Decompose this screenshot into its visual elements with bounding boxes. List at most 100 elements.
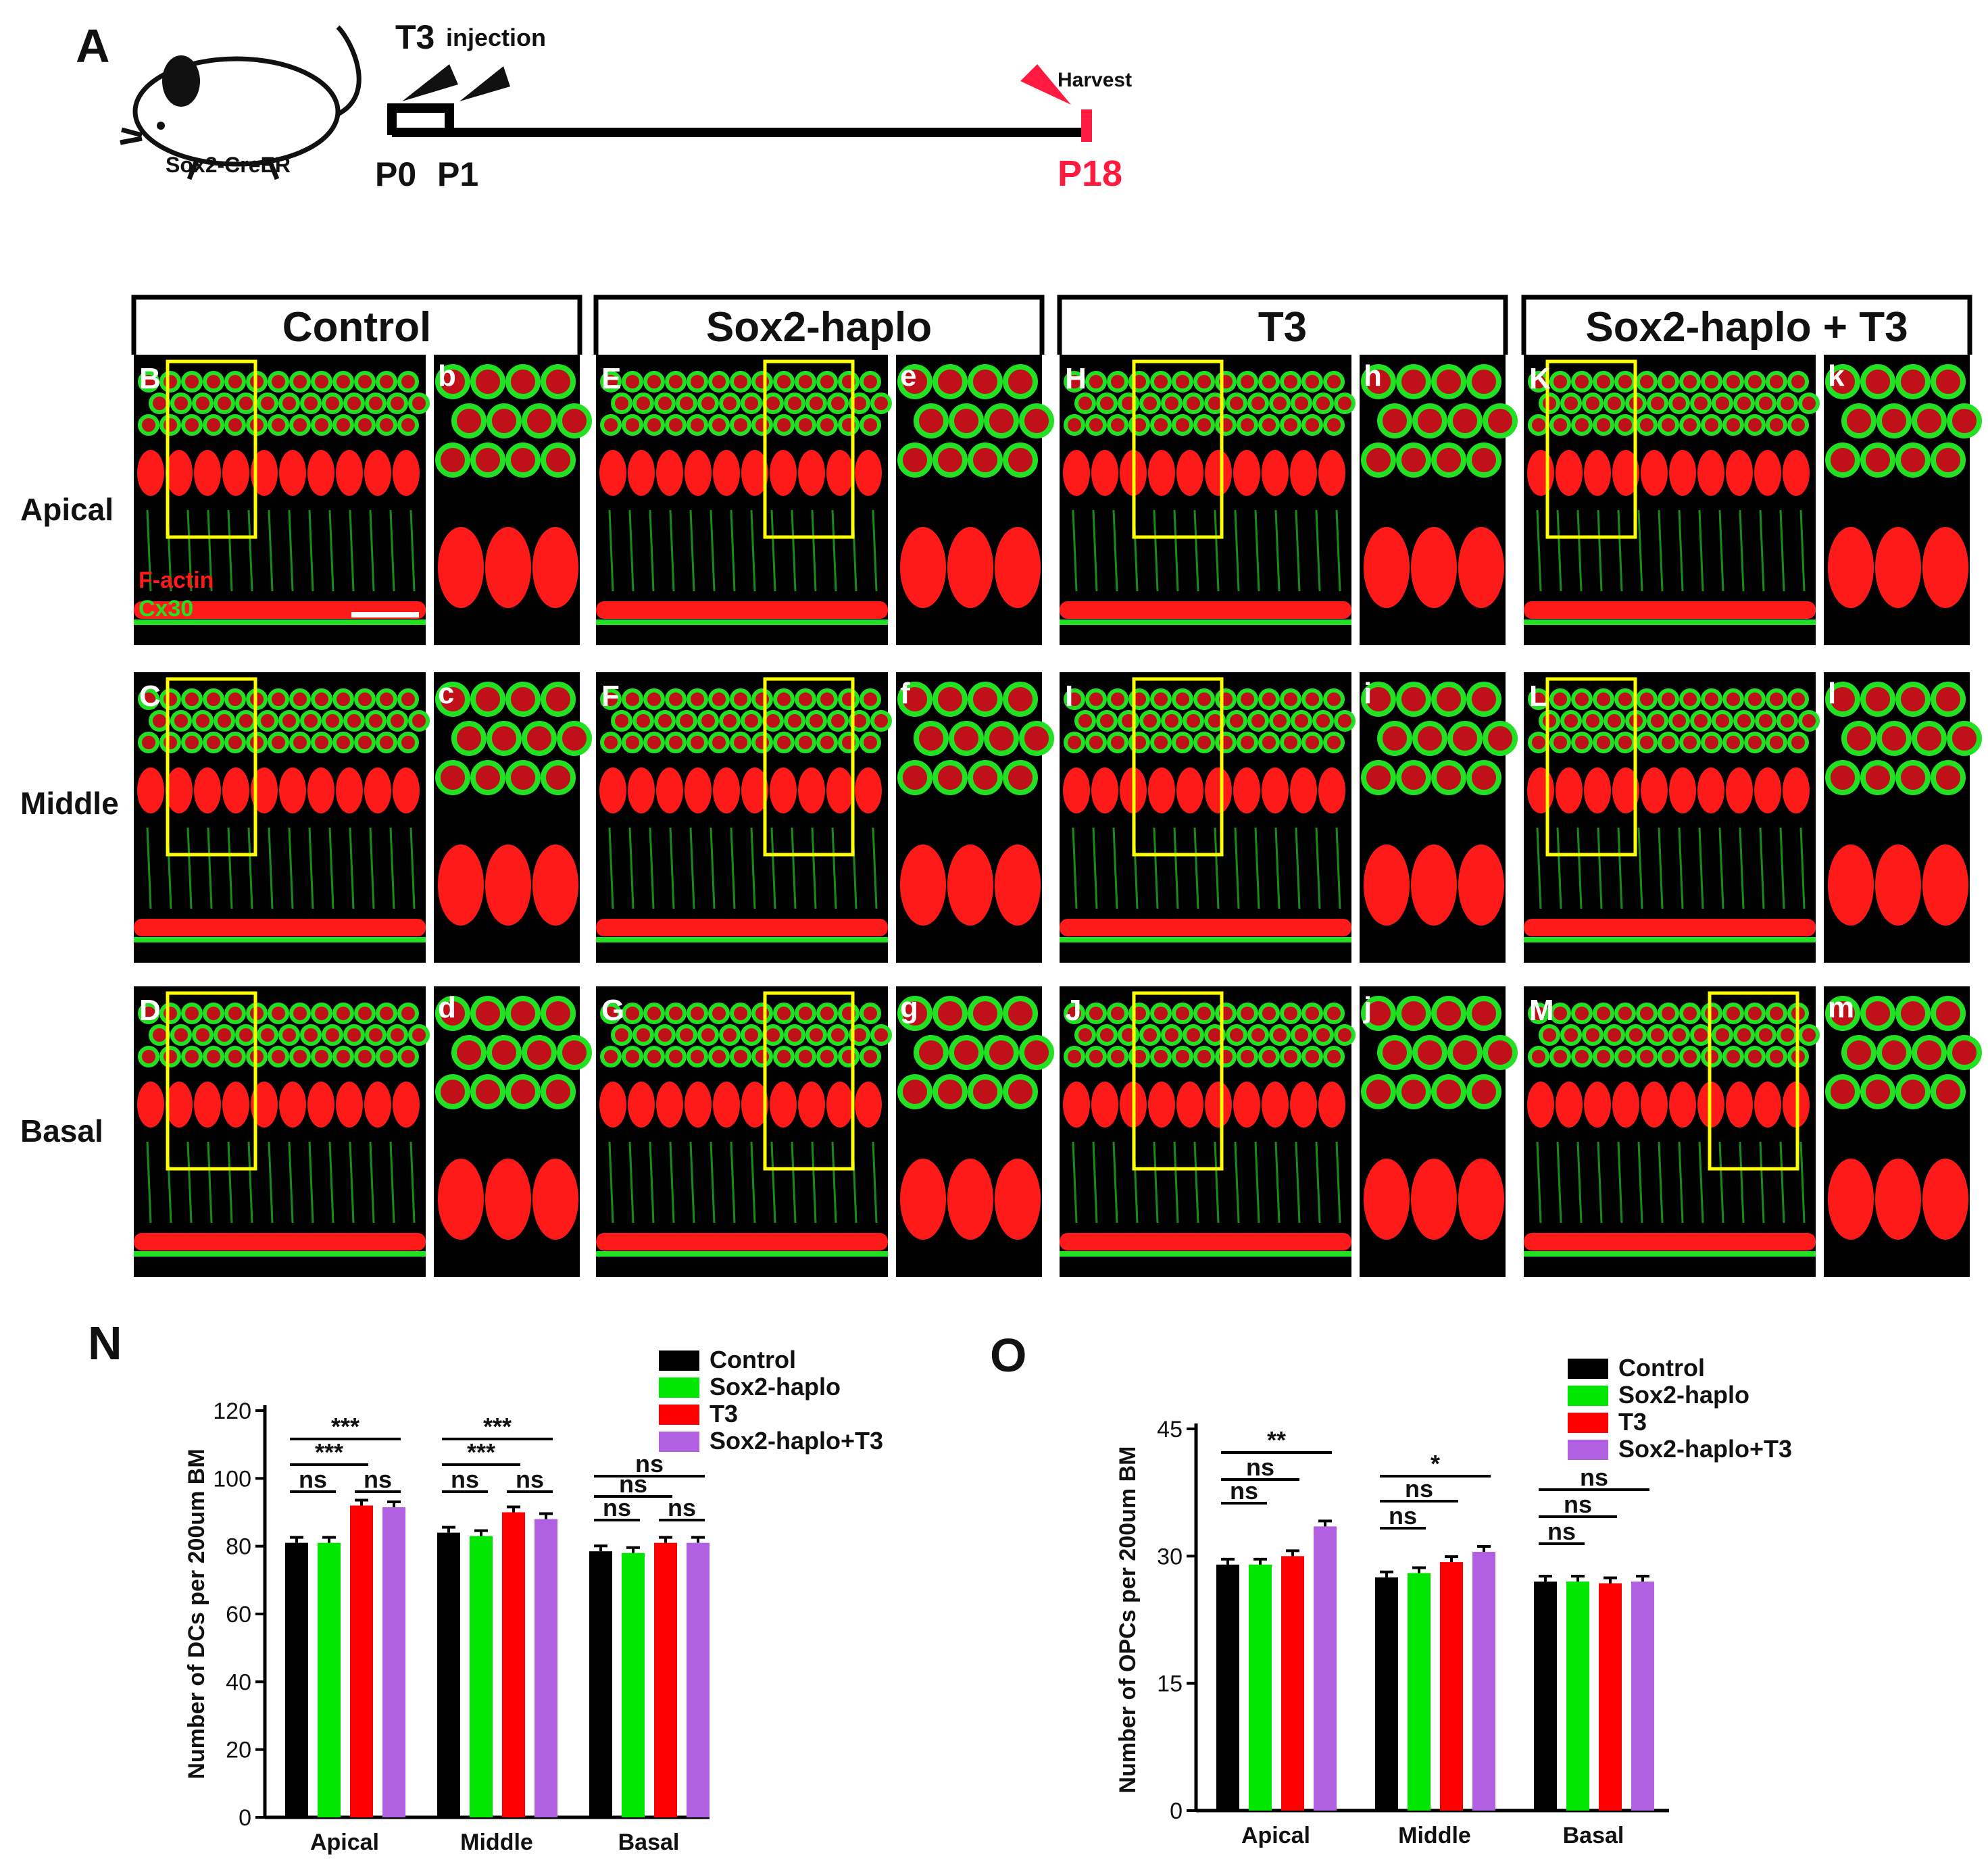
pillar-fiber: [247, 827, 253, 909]
support-cell: [622, 1003, 643, 1024]
support-cell: [632, 1024, 654, 1046]
group-title: Control: [282, 304, 431, 351]
support-cell: [1280, 414, 1301, 436]
support-cell: [1668, 1024, 1690, 1046]
support-cell: [1658, 1046, 1679, 1067]
support-cell: [1301, 1003, 1323, 1024]
support-cell: [1172, 414, 1193, 436]
panel-n-label: N: [88, 1317, 122, 1369]
support-cell: [224, 371, 246, 393]
y-tick-label: 120: [213, 1398, 251, 1424]
pillar-fiber: [1718, 827, 1724, 909]
panel-letter: L: [1529, 680, 1547, 713]
significance-label: *: [1431, 1450, 1440, 1478]
support-cell: [1323, 1003, 1345, 1024]
hair-cell: [1091, 450, 1118, 496]
support-cell: [1204, 1024, 1226, 1046]
support-cell: [1085, 1003, 1107, 1024]
hair-cell-zoom: [485, 844, 531, 926]
support-cell-zoom: [1825, 364, 1860, 399]
support-cell: [1085, 732, 1107, 753]
pillar-fiber: [628, 509, 635, 592]
pillar-fiber: [1637, 827, 1643, 909]
support-cell: [1549, 732, 1571, 753]
support-cell-zoom: [1466, 443, 1501, 478]
pillar-fiber: [409, 827, 416, 909]
support-cell-zoom: [1877, 1035, 1912, 1070]
panel-letter: M: [1529, 994, 1554, 1027]
hair-cell: [1205, 767, 1232, 813]
support-cell: [203, 732, 224, 753]
pillar-fiber: [369, 827, 375, 909]
support-cell: [1064, 371, 1085, 393]
y-tick-label: 100: [213, 1466, 251, 1492]
support-cell: [849, 393, 870, 414]
support-cell: [322, 1024, 343, 1046]
support-cell: [1204, 393, 1226, 414]
day-p1: P1: [437, 155, 478, 193]
support-cell: [1215, 1003, 1237, 1024]
support-cell: [387, 393, 408, 414]
support-cell: [632, 710, 654, 732]
support-cell-zoom: [1947, 721, 1982, 756]
support-cell: [376, 1046, 397, 1067]
hair-cell-zoom: [947, 527, 993, 608]
support-cell: [397, 688, 419, 710]
support-cell: [138, 1003, 159, 1024]
pillar-fiber: [207, 509, 213, 592]
micrograph-G: G: [596, 986, 892, 1277]
pillar-fiber: [308, 509, 314, 592]
hair-cell: [713, 1082, 740, 1128]
inset-g: g: [896, 986, 1054, 1277]
pillar-fiber: [628, 827, 635, 909]
support-cell: [1280, 688, 1301, 710]
pillar-fiber: [872, 827, 878, 909]
hair-cell: [1669, 767, 1696, 813]
support-cell: [138, 414, 159, 436]
pillar-fiber: [308, 827, 314, 909]
support-cell: [1679, 1046, 1701, 1067]
support-cell: [1193, 688, 1215, 710]
support-cell-zoom: [557, 721, 592, 756]
support-cell: [1604, 393, 1625, 414]
hair-cell: [1148, 1082, 1175, 1128]
hair-cell: [194, 450, 221, 496]
support-cell-zoom: [914, 721, 949, 756]
support-cell-zoom: [451, 403, 487, 438]
hair-cell: [1318, 767, 1345, 813]
panel-letter: F: [601, 680, 620, 713]
bar: [318, 1542, 341, 1817]
bar: [1534, 1582, 1557, 1811]
support-cell: [1193, 1003, 1215, 1024]
support-cell: [1107, 414, 1128, 436]
support-cell-zoom: [435, 760, 470, 795]
support-cell: [1301, 414, 1323, 436]
zoom-box: [166, 359, 257, 539]
support-cell-zoom: [451, 721, 487, 756]
pillar-fiber: [791, 509, 797, 592]
support-cell: [311, 1046, 332, 1067]
pillar-fiber: [730, 509, 736, 592]
support-cell: [1701, 688, 1722, 710]
support-cell: [192, 1024, 214, 1046]
support-cell: [708, 732, 730, 753]
support-cell: [1636, 414, 1658, 436]
support-cell: [214, 710, 235, 732]
support-cell-zoom: [505, 443, 541, 478]
pillar-fiber: [1799, 1141, 1806, 1223]
hair-cell: [1612, 450, 1639, 496]
support-cell: [622, 688, 643, 710]
support-cell: [224, 688, 246, 710]
bar: [1631, 1582, 1654, 1811]
hair-cell: [251, 450, 278, 496]
support-cell: [397, 1046, 419, 1067]
support-cell: [1172, 1046, 1193, 1067]
hair-cell: [1527, 1082, 1554, 1128]
bar: [350, 1505, 373, 1817]
hair-cell: [599, 1082, 626, 1128]
support-cell: [1787, 732, 1809, 753]
support-cell: [1701, 414, 1722, 436]
support-cell: [1334, 710, 1356, 732]
support-cell: [376, 732, 397, 753]
support-cell-zoom: [470, 760, 505, 795]
